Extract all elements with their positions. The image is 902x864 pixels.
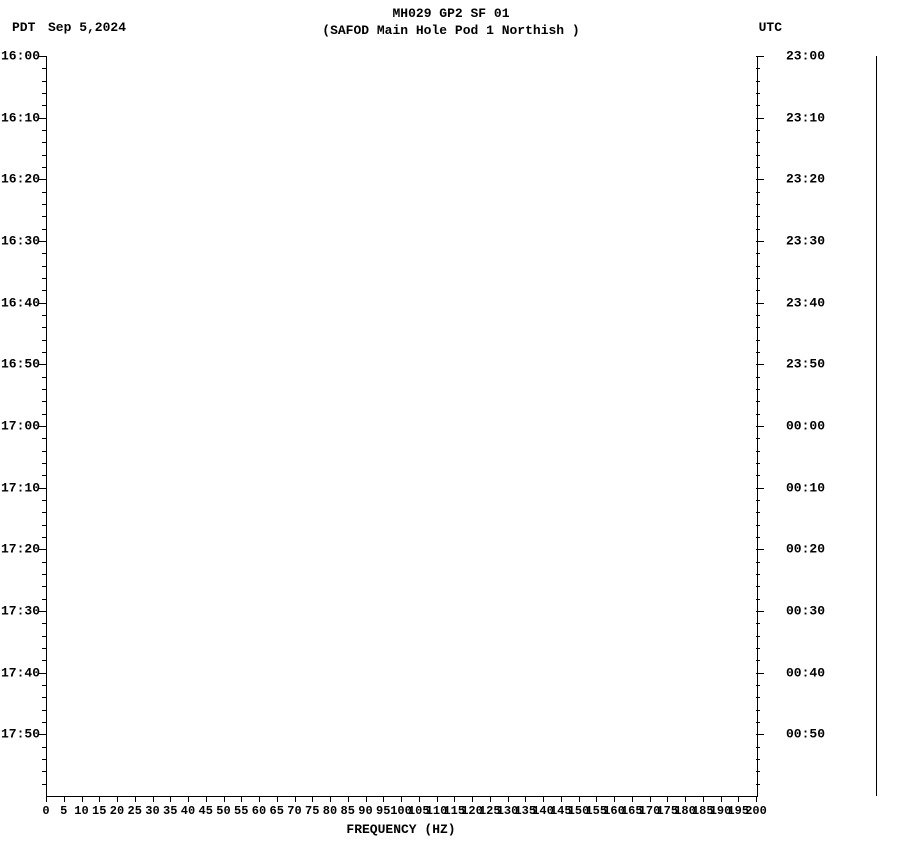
y-tick-left-label: 17:30 — [1, 604, 40, 619]
x-tick-label: 60 — [252, 804, 266, 818]
y-tick-right-label: 00:50 — [786, 727, 825, 742]
x-tick-label: 10 — [74, 804, 88, 818]
y-axis-right: 23:0023:1023:2023:3023:4023:5000:0000:10… — [756, 56, 896, 796]
spectrogram-canvas — [47, 56, 757, 796]
y-tick-left-label: 17:00 — [1, 419, 40, 434]
y-tick-left-label: 16:10 — [1, 110, 40, 125]
y-tick-right-label: 23:20 — [786, 172, 825, 187]
y-tick-left-label: 17:50 — [1, 727, 40, 742]
y-tick-right-label: 00:30 — [786, 604, 825, 619]
x-tick-label: 0 — [42, 804, 49, 818]
x-tick-label: 25 — [128, 804, 142, 818]
x-tick-label: 90 — [358, 804, 372, 818]
y-tick-right-label: 00:40 — [786, 665, 825, 680]
x-tick-label: 45 — [199, 804, 213, 818]
x-tick-label: 15 — [92, 804, 106, 818]
x-tick-label: 65 — [270, 804, 284, 818]
x-tick-label: 70 — [287, 804, 301, 818]
chart-title-line1: MH029 GP2 SF 01 — [0, 6, 902, 21]
x-tick-label: 95 — [376, 804, 390, 818]
x-tick-label: 30 — [145, 804, 159, 818]
y-tick-right-label: 23:00 — [786, 49, 825, 64]
y-tick-right-label: 23:50 — [786, 357, 825, 372]
y-tick-left-label: 17:10 — [1, 480, 40, 495]
y-tick-right-label: 00:10 — [786, 480, 825, 495]
y-tick-right-label: 23:40 — [786, 295, 825, 310]
x-axis-label: FREQUENCY (HZ) — [46, 822, 756, 837]
y-tick-left-label: 16:30 — [1, 234, 40, 249]
y-tick-left-label: 16:50 — [1, 357, 40, 372]
x-tick-label: 75 — [305, 804, 319, 818]
date-label: Sep 5,2024 — [48, 20, 126, 35]
timezone-left-label: PDT — [12, 20, 35, 35]
y-tick-right-label: 00:20 — [786, 542, 825, 557]
y-tick-right-label: 00:00 — [786, 419, 825, 434]
x-tick-label: 55 — [234, 804, 248, 818]
spectrogram-plot — [46, 56, 758, 797]
y-tick-left-label: 17:20 — [1, 542, 40, 557]
y-tick-left-label: 16:20 — [1, 172, 40, 187]
x-tick-label: 5 — [60, 804, 67, 818]
y-tick-left-label: 16:40 — [1, 295, 40, 310]
x-tick-label: 200 — [745, 804, 767, 818]
x-tick-label: 35 — [163, 804, 177, 818]
x-tick-label: 20 — [110, 804, 124, 818]
timezone-right-label: UTC — [759, 20, 782, 35]
x-tick-label: 85 — [341, 804, 355, 818]
x-tick-label: 40 — [181, 804, 195, 818]
right-axis-line — [876, 56, 877, 796]
x-tick-label: 80 — [323, 804, 337, 818]
x-tick-label: 50 — [216, 804, 230, 818]
y-tick-left-label: 17:40 — [1, 665, 40, 680]
y-axis-left: 16:0016:1016:2016:3016:4016:5017:0017:10… — [0, 56, 46, 796]
y-tick-right-label: 23:30 — [786, 234, 825, 249]
y-tick-right-label: 23:10 — [786, 110, 825, 125]
y-tick-left-label: 16:00 — [1, 49, 40, 64]
